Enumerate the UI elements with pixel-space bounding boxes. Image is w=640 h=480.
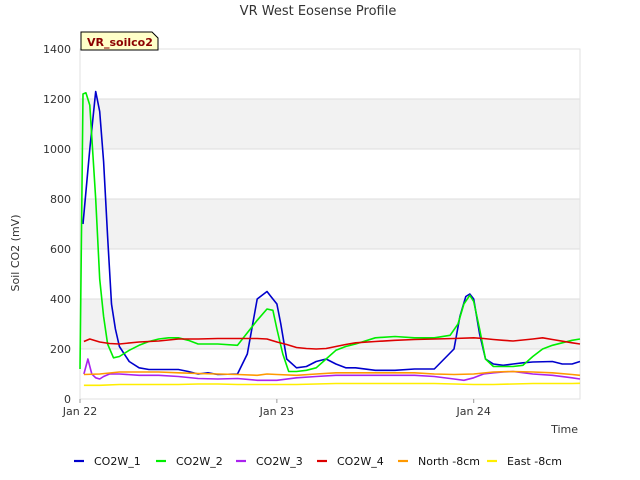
x-ticks: Jan 22 Jan 23 Jan 24: [62, 399, 491, 418]
y-tick-label: 1000: [43, 143, 71, 156]
chart-badge: VR_soilco2: [80, 31, 159, 51]
y-tick-label: 1400: [43, 43, 71, 56]
legend-label-north-8cm: North -8cm: [418, 455, 480, 468]
legend-label-co2w-4: CO2W_4: [337, 455, 384, 468]
y-tick-label: 600: [50, 243, 71, 256]
y-ticks: 0 200 400 600 800 1000 1200 1400: [43, 43, 71, 406]
series-layer: [79, 90, 581, 387]
legend-label-east-8cm: East -8cm: [507, 455, 562, 468]
plot-band-1: [80, 199, 580, 249]
legend-label-co2w-3: CO2W_3: [256, 455, 303, 468]
x-tick-label: Jan 23: [259, 405, 294, 418]
y-tick-label: 0: [64, 393, 71, 406]
badge-background: [80, 31, 159, 51]
series-line-east-8cm: [83, 382, 581, 387]
chart-title: VR West Eosense Profile: [240, 4, 397, 19]
legend-label-co2w-2: CO2W_2: [176, 455, 223, 468]
x-axis-label: Time: [550, 423, 578, 436]
legend: CO2W_1 CO2W_2 CO2W_3 CO2W_4 North -8cm East -…: [74, 455, 562, 468]
series-line-co2w-2: [79, 92, 581, 373]
x-tick-label: Jan 24: [455, 405, 490, 418]
plot-band-2: [80, 99, 580, 149]
plot-bands: [80, 99, 580, 349]
plot-frame: [79, 48, 581, 400]
series-line-co2w-4: [83, 336, 581, 350]
y-tick-label: 1200: [43, 93, 71, 106]
series-line-north-8cm: [83, 370, 581, 377]
y-axis-label: Soil CO2 (mV): [9, 215, 22, 292]
badge-label: VR_soilco2: [87, 36, 153, 49]
y-tick-label: 800: [50, 193, 71, 206]
legend-label-co2w-1: CO2W_1: [94, 455, 141, 468]
y-tick-label: 200: [50, 343, 71, 356]
x-tick-label: Jan 22: [62, 405, 97, 418]
y-tick-label: 400: [50, 293, 71, 306]
